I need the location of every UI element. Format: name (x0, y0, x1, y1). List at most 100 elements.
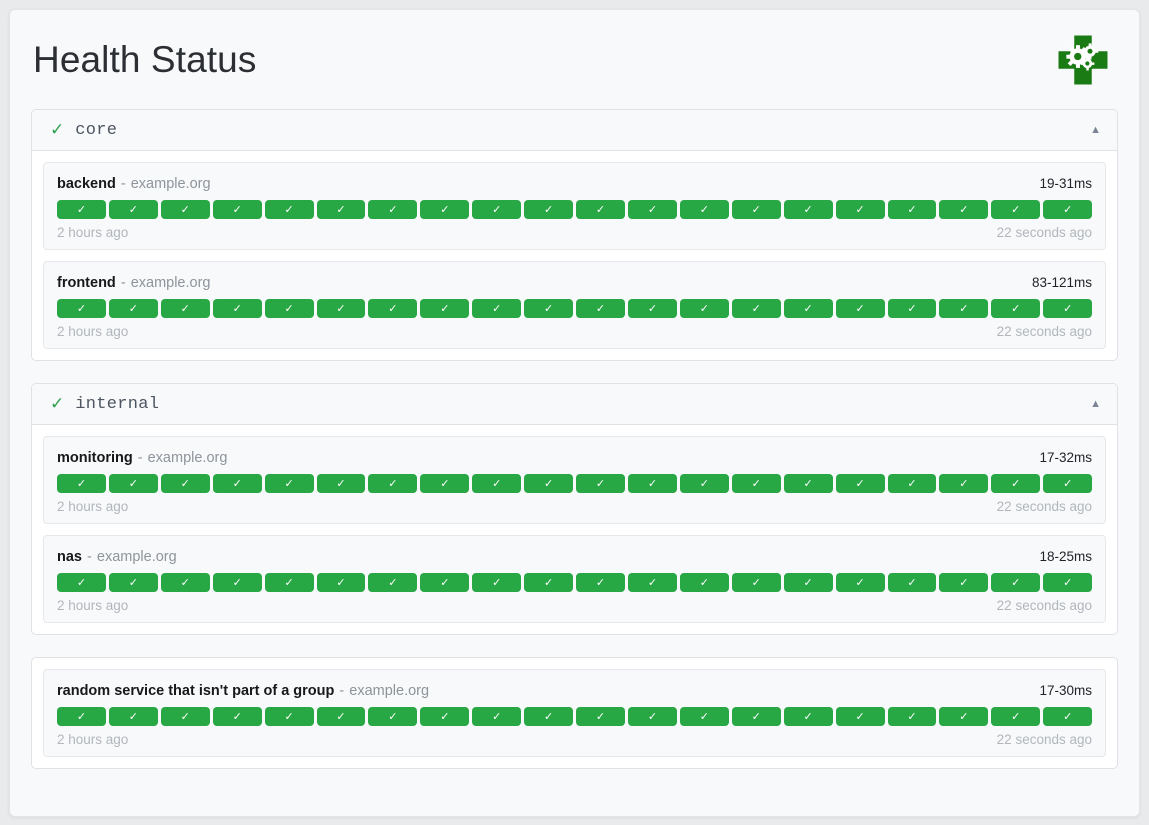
status-tick[interactable]: ✓ (472, 474, 522, 493)
status-tick[interactable]: ✓ (108, 474, 158, 493)
status-tick[interactable]: ✓ (524, 474, 574, 493)
status-tick[interactable]: ✓ (731, 707, 781, 726)
status-tick[interactable]: ✓ (160, 299, 210, 318)
status-tick[interactable]: ✓ (316, 299, 366, 318)
status-tick[interactable]: ✓ (264, 573, 314, 592)
status-tick[interactable]: ✓ (524, 200, 574, 219)
status-tick[interactable]: ✓ (264, 200, 314, 219)
status-tick[interactable]: ✓ (835, 474, 885, 493)
status-tick[interactable]: ✓ (783, 200, 833, 219)
status-tick[interactable]: ✓ (57, 474, 106, 493)
status-tick[interactable]: ✓ (420, 707, 470, 726)
status-tick[interactable]: ✓ (991, 200, 1041, 219)
status-tick[interactable]: ✓ (939, 573, 989, 592)
status-tick[interactable]: ✓ (1043, 573, 1093, 592)
status-tick[interactable]: ✓ (576, 707, 625, 726)
status-tick[interactable]: ✓ (576, 474, 625, 493)
status-tick[interactable]: ✓ (316, 573, 366, 592)
status-tick[interactable]: ✓ (264, 707, 314, 726)
status-tick[interactable]: ✓ (1043, 299, 1093, 318)
chevron-up-icon[interactable]: ▲ (1090, 123, 1101, 136)
status-tick[interactable]: ✓ (108, 299, 158, 318)
status-tick[interactable]: ✓ (939, 299, 989, 318)
status-tick[interactable]: ✓ (472, 573, 522, 592)
status-tick[interactable]: ✓ (627, 474, 677, 493)
status-tick[interactable]: ✓ (420, 299, 470, 318)
status-tick[interactable]: ✓ (316, 474, 366, 493)
status-tick[interactable]: ✓ (679, 573, 729, 592)
status-tick[interactable]: ✓ (835, 200, 885, 219)
status-tick[interactable]: ✓ (679, 299, 729, 318)
status-tick[interactable]: ✓ (576, 573, 625, 592)
status-tick[interactable]: ✓ (264, 474, 314, 493)
status-tick[interactable]: ✓ (679, 474, 729, 493)
status-tick[interactable]: ✓ (212, 707, 262, 726)
status-tick[interactable]: ✓ (108, 200, 158, 219)
status-tick[interactable]: ✓ (731, 200, 781, 219)
status-tick[interactable]: ✓ (991, 573, 1041, 592)
status-tick[interactable]: ✓ (524, 299, 574, 318)
status-tick[interactable]: ✓ (316, 200, 366, 219)
status-tick[interactable]: ✓ (57, 200, 106, 219)
status-tick[interactable]: ✓ (1043, 474, 1093, 493)
status-tick[interactable]: ✓ (627, 299, 677, 318)
status-tick[interactable]: ✓ (524, 573, 574, 592)
status-tick[interactable]: ✓ (160, 573, 210, 592)
status-tick[interactable]: ✓ (576, 200, 625, 219)
status-tick[interactable]: ✓ (316, 707, 366, 726)
status-tick[interactable]: ✓ (472, 200, 522, 219)
status-tick[interactable]: ✓ (991, 299, 1041, 318)
status-tick[interactable]: ✓ (160, 200, 210, 219)
status-tick[interactable]: ✓ (368, 474, 418, 493)
status-tick[interactable]: ✓ (1043, 200, 1093, 219)
status-tick[interactable]: ✓ (420, 200, 470, 219)
status-tick[interactable]: ✓ (783, 707, 833, 726)
status-tick[interactable]: ✓ (212, 200, 262, 219)
status-tick[interactable]: ✓ (57, 707, 106, 726)
status-tick[interactable]: ✓ (939, 474, 989, 493)
status-tick[interactable]: ✓ (212, 474, 262, 493)
status-tick[interactable]: ✓ (472, 707, 522, 726)
status-tick[interactable]: ✓ (887, 573, 937, 592)
status-tick[interactable]: ✓ (57, 299, 106, 318)
status-tick[interactable]: ✓ (368, 573, 418, 592)
group-header-core[interactable]: ✓ core ▲ (32, 110, 1117, 151)
status-tick[interactable]: ✓ (627, 573, 677, 592)
status-tick[interactable]: ✓ (991, 474, 1041, 493)
status-tick[interactable]: ✓ (627, 200, 677, 219)
status-tick[interactable]: ✓ (887, 474, 937, 493)
status-tick[interactable]: ✓ (108, 707, 158, 726)
status-tick[interactable]: ✓ (160, 707, 210, 726)
status-tick[interactable]: ✓ (731, 299, 781, 318)
group-header-internal[interactable]: ✓ internal ▲ (32, 384, 1117, 425)
status-tick[interactable]: ✓ (783, 573, 833, 592)
status-tick[interactable]: ✓ (576, 299, 625, 318)
status-tick[interactable]: ✓ (160, 474, 210, 493)
status-tick[interactable]: ✓ (835, 707, 885, 726)
status-tick[interactable]: ✓ (887, 200, 937, 219)
status-tick[interactable]: ✓ (472, 299, 522, 318)
status-tick[interactable]: ✓ (524, 707, 574, 726)
status-tick[interactable]: ✓ (108, 573, 158, 592)
status-tick[interactable]: ✓ (627, 707, 677, 726)
status-tick[interactable]: ✓ (731, 474, 781, 493)
status-tick[interactable]: ✓ (731, 573, 781, 592)
status-tick[interactable]: ✓ (212, 299, 262, 318)
status-tick[interactable]: ✓ (368, 200, 418, 219)
status-tick[interactable]: ✓ (420, 573, 470, 592)
status-tick[interactable]: ✓ (212, 573, 262, 592)
status-tick[interactable]: ✓ (939, 707, 989, 726)
status-tick[interactable]: ✓ (368, 299, 418, 318)
status-tick[interactable]: ✓ (264, 299, 314, 318)
chevron-up-icon[interactable]: ▲ (1090, 397, 1101, 410)
status-tick[interactable]: ✓ (679, 707, 729, 726)
status-tick[interactable]: ✓ (1043, 707, 1093, 726)
status-tick[interactable]: ✓ (835, 573, 885, 592)
status-tick[interactable]: ✓ (57, 573, 106, 592)
status-tick[interactable]: ✓ (887, 707, 937, 726)
status-tick[interactable]: ✓ (887, 299, 937, 318)
status-tick[interactable]: ✓ (991, 707, 1041, 726)
status-tick[interactable]: ✓ (783, 299, 833, 318)
status-tick[interactable]: ✓ (368, 707, 418, 726)
status-tick[interactable]: ✓ (679, 200, 729, 219)
